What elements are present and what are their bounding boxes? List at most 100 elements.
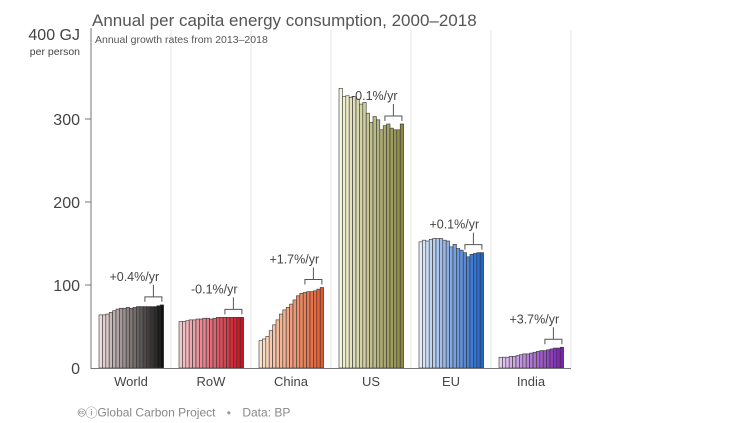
bar-india-2006 (519, 354, 524, 369)
growth-label-china: +1.7%/yr (269, 252, 319, 266)
bar-row-2006 (199, 318, 204, 369)
bar-eu-2000 (418, 241, 423, 369)
growth-bracket-india (544, 338, 563, 345)
bar-world-2006 (119, 307, 124, 369)
bar-group-china (258, 287, 324, 369)
growth-bracket-china (304, 278, 323, 285)
bar-us-2015 (389, 127, 394, 369)
bar-group-us (338, 87, 404, 369)
x-tick-label-china: China (274, 374, 309, 389)
bar-world-2009 (129, 307, 134, 369)
y-axis-unit: per person (30, 46, 80, 58)
bar-china-2018 (319, 287, 324, 369)
gridlines (170, 30, 572, 368)
bar-row-2015 (229, 317, 234, 369)
growth-label-row: -0.1%/yr (191, 282, 238, 296)
bar-world-2013 (142, 306, 147, 369)
bar-row-2011 (216, 317, 221, 369)
growth-label-india: +3.7%/yr (509, 312, 559, 326)
bar-world-2016 (153, 306, 158, 369)
y-tick-label: 100 (53, 278, 80, 295)
growth-label-world: +0.4%/yr (109, 270, 159, 284)
bar-china-2000 (258, 340, 263, 369)
bar-us-2012 (379, 129, 384, 369)
bar-eu-2012 (459, 249, 464, 369)
bar-row-2000 (178, 321, 183, 369)
bar-india-2004 (512, 356, 517, 369)
bar-india-2016 (553, 347, 558, 369)
bar-world-2018 (159, 304, 164, 369)
bar-india-2013 (542, 350, 547, 369)
bar-china-2017 (316, 288, 321, 369)
bar-row-2017 (236, 317, 241, 369)
bar-row-2013 (222, 317, 227, 369)
bar-row-2003 (188, 319, 193, 369)
growth-brackets: +0.4%/yr -0.1%/yr +1.7%/yr -0.1%/yr +0.1%/yr… (109, 89, 563, 345)
bar-india-2003 (508, 356, 513, 369)
footer-org: Global Carbon Project (97, 405, 216, 420)
bar-india-2009 (529, 352, 534, 369)
bar-china-2008 (285, 307, 290, 369)
bar-us-2005 (355, 98, 360, 369)
x-tick-label-eu: EU (442, 374, 460, 389)
bar-us-2018 (399, 123, 404, 369)
bar-eu-2006 (439, 238, 444, 369)
bar-eu-2013 (462, 252, 467, 369)
bar-us-2002 (345, 95, 350, 369)
footer: 🅭ⓘGlobal Carbon Project • Data: BP (78, 404, 290, 421)
bar-us-2017 (396, 129, 401, 369)
bar-us-2003 (348, 97, 353, 369)
x-tick-label-india: India (517, 374, 546, 389)
bar-world-2007 (122, 307, 127, 369)
bar-row-2009 (209, 318, 214, 369)
bar-india-2007 (522, 353, 527, 369)
bar-china-2003 (268, 330, 273, 369)
chart-subtitle: Annual growth rates from 2013–2018 (95, 34, 268, 46)
bar-eu-2004 (432, 238, 437, 369)
bar-india-2017 (556, 347, 561, 369)
bar-row-2001 (182, 321, 187, 369)
bar-eu-2005 (435, 238, 440, 369)
bar-us-2001 (342, 96, 347, 369)
bar-world-2002 (105, 313, 110, 369)
bar-china-2007 (282, 309, 287, 369)
bar-china-2009 (289, 303, 294, 369)
bar-eu-2017 (476, 252, 481, 369)
bar-india-2014 (546, 349, 551, 369)
bar-world-2011 (136, 306, 141, 369)
x-tick-label-us: US (362, 374, 380, 389)
bar-us-2016 (393, 129, 398, 369)
bar-world-2010 (132, 307, 137, 369)
bar-china-2011 (296, 295, 301, 369)
x-tick-label-row: RoW (197, 374, 227, 389)
growth-label-eu: +0.1%/yr (429, 218, 479, 232)
bar-world-2004 (112, 310, 117, 369)
bar-world-2014 (146, 306, 151, 369)
bar-row-2002 (185, 320, 190, 369)
bar-row-2014 (226, 317, 231, 369)
bar-india-2008 (525, 353, 530, 369)
growth-bracket-eu (464, 244, 483, 250)
x-axis-ticks: World RoW China US EU India (114, 374, 546, 389)
bar-row-2018 (239, 317, 244, 369)
bar-eu-2018 (479, 252, 484, 369)
bar-us-2008 (365, 112, 370, 369)
bar-row-2008 (205, 317, 210, 369)
y-tick-label: 0 (71, 361, 80, 378)
bar-us-2006 (359, 103, 364, 369)
bar-china-2015 (309, 291, 314, 369)
bar-world-2001 (102, 314, 107, 369)
y-tick-label: 200 (53, 195, 80, 212)
growth-bracket-us (384, 115, 403, 121)
bar-eu-2008 (445, 240, 450, 369)
bar-india-2012 (539, 350, 544, 369)
bar-eu-2009 (449, 246, 454, 369)
bar-us-2004 (352, 96, 357, 369)
bar-india-2001 (502, 356, 507, 369)
bar-india-2011 (536, 351, 541, 369)
x-tick-label-world: World (114, 374, 148, 389)
bar-china-2010 (292, 299, 297, 369)
bar-china-2013 (302, 292, 307, 369)
bar-us-2010 (372, 116, 377, 369)
bar-us-2013 (382, 125, 387, 369)
